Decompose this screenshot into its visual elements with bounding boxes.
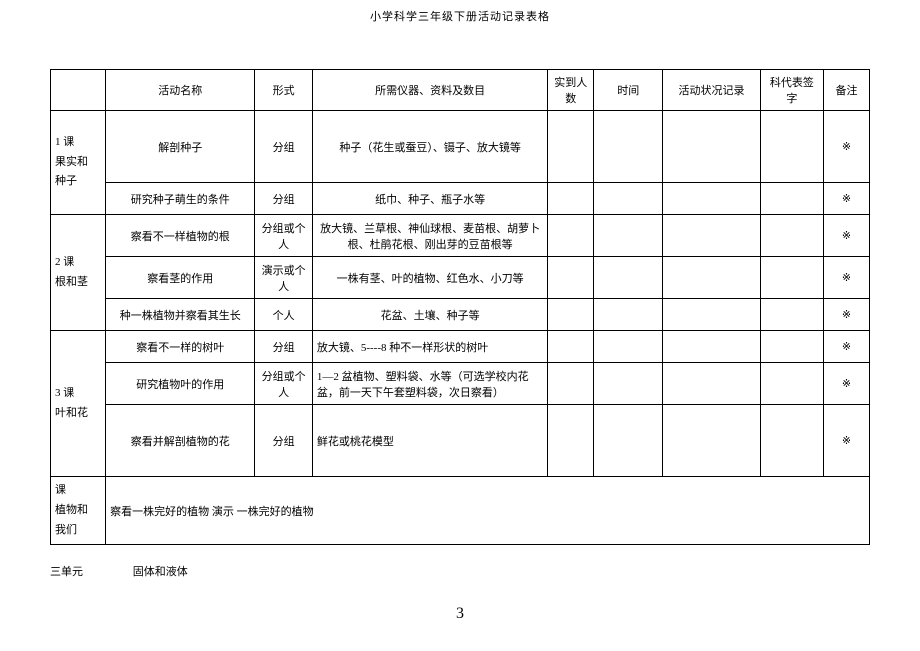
note-cell: ※ bbox=[823, 299, 869, 331]
form-cell: 分组 bbox=[255, 183, 312, 215]
signature-cell bbox=[760, 215, 823, 257]
signature-cell bbox=[760, 331, 823, 363]
materials-cell: 放大镜、兰草根、神仙球根、麦苗根、胡萝卜根、杜鹃花根、刚出芽的豆苗根等 bbox=[312, 215, 547, 257]
table-body: 1 课果实和种子解剖种子分组种子（花生或蚕豆）、镊子、放大镜等※研究种子萌生的条… bbox=[51, 111, 870, 545]
signature-cell bbox=[760, 257, 823, 299]
arrived-cell bbox=[548, 299, 594, 331]
materials-cell: 花盆、土壤、种子等 bbox=[312, 299, 547, 331]
materials-cell: 鲜花或桃花模型 bbox=[312, 405, 547, 477]
table-row: 1 课果实和种子解剖种子分组种子（花生或蚕豆）、镊子、放大镜等※ bbox=[51, 111, 870, 183]
header-activity: 活动名称 bbox=[106, 70, 255, 111]
footer-unit: 三单元 bbox=[50, 563, 130, 579]
header-arrived: 实到人数 bbox=[548, 70, 594, 111]
form-cell: 分组 bbox=[255, 111, 312, 183]
status-cell bbox=[663, 183, 761, 215]
status-cell bbox=[663, 215, 761, 257]
arrived-cell bbox=[548, 363, 594, 405]
page-number: 3 bbox=[50, 605, 870, 623]
activity-cell: 察看不一样植物的根 bbox=[106, 215, 255, 257]
materials-cell: 1—2 盆植物、塑料袋、水等（可选学校内花盆，前一天下午套塑料袋，次日察看） bbox=[312, 363, 547, 405]
note-cell: ※ bbox=[823, 111, 869, 183]
activity-cell: 种一株植物并察看其生长 bbox=[106, 299, 255, 331]
form-cell: 演示或个人 bbox=[255, 257, 312, 299]
activity-cell: 研究植物叶的作用 bbox=[106, 363, 255, 405]
activity-cell: 察看不一样的树叶 bbox=[106, 331, 255, 363]
time-cell bbox=[594, 183, 663, 215]
arrived-cell bbox=[548, 111, 594, 183]
section-label: 课植物和我们 bbox=[51, 477, 106, 545]
materials-cell: 放大镜、5----8 种不一样形状的树叶 bbox=[312, 331, 547, 363]
note-cell: ※ bbox=[823, 405, 869, 477]
table-row: 种一株植物并察看其生长个人花盆、土壤、种子等 ※ bbox=[51, 299, 870, 331]
form-cell: 分组或个人 bbox=[255, 215, 312, 257]
table-row: 3 课叶和花察看不一样的树叶分组放大镜、5----8 种不一样形状的树叶※ bbox=[51, 331, 870, 363]
table-row: 察看茎的作用演示或个人一株有茎、叶的植物、红色水、小刀等 ※ bbox=[51, 257, 870, 299]
status-cell bbox=[663, 331, 761, 363]
note-cell: ※ bbox=[823, 331, 869, 363]
arrived-cell bbox=[548, 183, 594, 215]
arrived-cell bbox=[548, 405, 594, 477]
status-cell bbox=[663, 405, 761, 477]
activity-cell: 察看茎的作用 bbox=[106, 257, 255, 299]
form-cell: 分组 bbox=[255, 331, 312, 363]
section-label: 3 课叶和花 bbox=[51, 331, 106, 477]
activity-table: 活动名称 形式 所需仪器、资料及数目 实到人数 时间 活动状况记录 科代表签字 … bbox=[50, 69, 870, 545]
table-row: 察看并解剖植物的花分组鲜花或桃花模型 ※ bbox=[51, 405, 870, 477]
signature-cell bbox=[760, 299, 823, 331]
status-cell bbox=[663, 299, 761, 331]
section-label: 1 课果实和种子 bbox=[51, 111, 106, 215]
arrived-cell bbox=[548, 257, 594, 299]
note-cell: ※ bbox=[823, 183, 869, 215]
materials-cell: 一株有茎、叶的植物、红色水、小刀等 bbox=[312, 257, 547, 299]
time-cell bbox=[594, 363, 663, 405]
form-cell: 分组或个人 bbox=[255, 363, 312, 405]
signature-cell bbox=[760, 183, 823, 215]
header-note: 备注 bbox=[823, 70, 869, 111]
table-row: 课植物和我们察看一株完好的植物 演示 一株完好的植物 bbox=[51, 477, 870, 545]
header-materials: 所需仪器、资料及数目 bbox=[312, 70, 547, 111]
materials-cell: 种子（花生或蚕豆）、镊子、放大镜等 bbox=[312, 111, 547, 183]
status-cell bbox=[663, 363, 761, 405]
note-cell: ※ bbox=[823, 363, 869, 405]
time-cell bbox=[594, 215, 663, 257]
time-cell bbox=[594, 111, 663, 183]
header-row: 活动名称 形式 所需仪器、资料及数目 实到人数 时间 活动状况记录 科代表签字 … bbox=[51, 70, 870, 111]
header-form: 形式 bbox=[255, 70, 312, 111]
status-cell bbox=[663, 257, 761, 299]
status-cell bbox=[663, 111, 761, 183]
materials-cell: 纸巾、种子、瓶子水等 bbox=[312, 183, 547, 215]
time-cell bbox=[594, 331, 663, 363]
signature-cell bbox=[760, 363, 823, 405]
activity-cell: 研究种子萌生的条件 bbox=[106, 183, 255, 215]
header-status: 活动状况记录 bbox=[663, 70, 761, 111]
table-row: 研究植物叶的作用分组或个人1—2 盆植物、塑料袋、水等（可选学校内花盆，前一天下… bbox=[51, 363, 870, 405]
header-time: 时间 bbox=[594, 70, 663, 111]
signature-cell bbox=[760, 111, 823, 183]
time-cell bbox=[594, 405, 663, 477]
header-signature: 科代表签字 bbox=[760, 70, 823, 111]
activity-cell: 察看并解剖植物的花 bbox=[106, 405, 255, 477]
arrived-cell bbox=[548, 331, 594, 363]
arrived-cell bbox=[548, 215, 594, 257]
form-cell: 分组 bbox=[255, 405, 312, 477]
signature-cell bbox=[760, 405, 823, 477]
note-cell: ※ bbox=[823, 257, 869, 299]
table-row: 2 课根和茎察看不一样植物的根分组或个人放大镜、兰草根、神仙球根、麦苗根、胡萝卜… bbox=[51, 215, 870, 257]
time-cell bbox=[594, 257, 663, 299]
section-label: 2 课根和茎 bbox=[51, 215, 106, 331]
table-row: 研究种子萌生的条件分组纸巾、种子、瓶子水等 ※ bbox=[51, 183, 870, 215]
doc-title: 小学科学三年级下册活动记录表格 bbox=[50, 8, 870, 24]
activity-cell: 解剖种子 bbox=[106, 111, 255, 183]
time-cell bbox=[594, 299, 663, 331]
footer-line: 三单元 固体和液体 bbox=[50, 563, 870, 579]
note-cell: ※ bbox=[823, 215, 869, 257]
activity-full-cell: 察看一株完好的植物 演示 一株完好的植物 bbox=[106, 477, 870, 545]
header-section bbox=[51, 70, 106, 111]
form-cell: 个人 bbox=[255, 299, 312, 331]
footer-topic: 固体和液体 bbox=[133, 566, 188, 578]
